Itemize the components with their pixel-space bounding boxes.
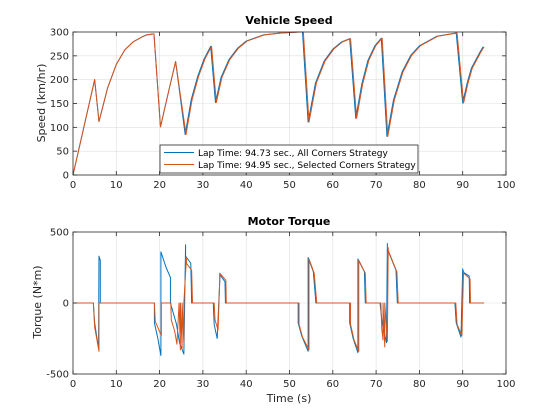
torque-x-tick-label: 10 (110, 379, 123, 390)
speed-x-tick-label: 70 (370, 180, 383, 191)
speed-x-tick-label: 0 (70, 180, 76, 191)
torque-y-tick-label: 0 (63, 299, 69, 310)
speed-series-selected-corners (72, 31, 485, 176)
torque-x-tick-label: 100 (496, 379, 515, 390)
torque-x-tick-label: 40 (240, 379, 253, 390)
speed-y-tick-label: 0 (63, 171, 69, 182)
torque-y-axis-label: Torque (N*m) (31, 265, 44, 339)
legend-box (159, 144, 419, 174)
speed-chart-title: Vehicle Speed (245, 14, 332, 27)
torque-axes: Motor Torque Torque (N*m) Time (s) 0 10 20… (31, 215, 516, 405)
torque-x-tick-label: 70 (370, 379, 383, 390)
speed-y-axis-label: Speed (km/hr) (35, 64, 48, 143)
torque-y-tick-label: -500 (46, 370, 69, 381)
speed-legend: Lap Time: 94.73 sec., All Corners Strate… (159, 144, 419, 174)
speed-x-tick-label: 30 (197, 180, 210, 191)
speed-y-tick-label: 150 (50, 99, 69, 110)
torque-x-tick-label: 90 (456, 379, 469, 390)
speed-y-tick-label: 200 (50, 75, 69, 86)
legend-label-all-corners: Lap Time: 94.73 sec., All Corners Strate… (198, 149, 388, 159)
torque-series-selected-corners (73, 247, 485, 352)
speed-x-tick-label: 60 (326, 180, 339, 191)
speed-x-tick-label: 90 (456, 180, 469, 191)
speed-x-tick-label: 100 (496, 180, 515, 191)
speed-y-tick-label: 250 (50, 51, 69, 62)
torque-x-tick-label: 50 (283, 379, 296, 390)
speed-x-tick-label: 40 (240, 180, 253, 191)
torque-x-tick-label: 30 (197, 379, 210, 390)
speed-x-tick-label: 80 (413, 180, 426, 191)
torque-x-tick-label: 20 (153, 379, 166, 390)
speed-y-tick-label: 300 (50, 28, 69, 39)
torque-x-axis-label: Time (s) (266, 392, 312, 405)
speed-y-tick-label: 100 (50, 123, 69, 134)
torque-x-tick-label: 0 (70, 379, 76, 390)
speed-x-tick-label: 10 (110, 180, 123, 191)
torque-x-tick-label: 60 (326, 379, 339, 390)
torque-chart-title: Motor Torque (248, 215, 331, 228)
speed-x-tick-label: 20 (153, 180, 166, 191)
torque-x-tick-label: 80 (413, 379, 426, 390)
torque-y-tick-label: 500 (50, 228, 69, 239)
speed-y-tick-label: 50 (56, 147, 69, 158)
speed-x-tick-label: 50 (283, 180, 296, 191)
legend-label-selected-corners: Lap Time: 94.95 sec., Selected Corners S… (198, 161, 416, 171)
